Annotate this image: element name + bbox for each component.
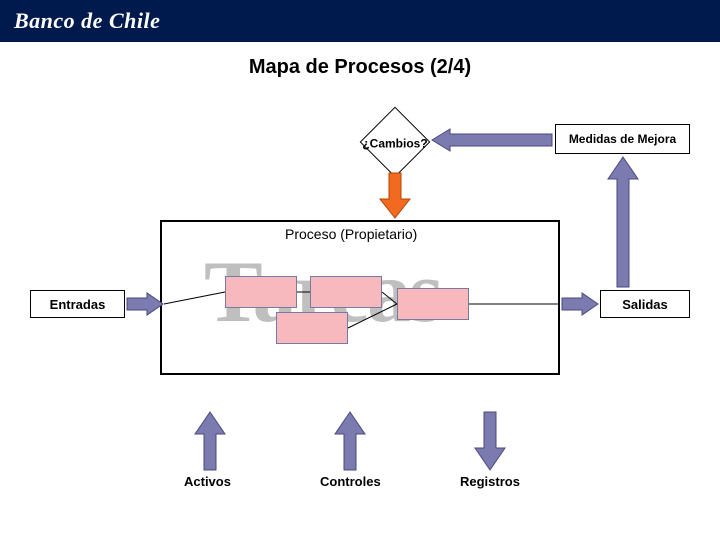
entradas-label: Entradas: [50, 297, 106, 312]
arrow-medidas-to-cambios: [432, 129, 552, 151]
registros-label: Registros: [460, 474, 520, 489]
brand-text: Banco de Chile: [14, 8, 160, 34]
salidas-label: Salidas: [622, 297, 668, 312]
header-bar: Banco de Chile: [0, 0, 720, 42]
arrow-controles: [335, 412, 365, 470]
activos-label: Activos: [184, 474, 231, 489]
arrow-entradas: [127, 293, 163, 315]
controles-label: Controles: [320, 474, 381, 489]
box-medidas: Medidas de Mejora: [555, 124, 690, 154]
arrow-registros: [475, 412, 505, 470]
box-entradas: Entradas: [30, 290, 125, 318]
arrow-cambios-down: [380, 173, 410, 218]
arrow-salidas: [562, 293, 598, 315]
diagram-canvas: ¿Cambios? Medidas de Mejora Proceso (Pro…: [0, 42, 720, 540]
task-connectors: [160, 272, 560, 352]
decision-cambios: ¿Cambios?: [360, 107, 431, 178]
arrow-salidas-to-medidas: [608, 157, 638, 287]
arrow-activos: [195, 412, 225, 470]
proceso-label: Proceso (Propietario): [285, 226, 417, 242]
medidas-label: Medidas de Mejora: [569, 132, 676, 146]
box-salidas: Salidas: [600, 290, 690, 318]
